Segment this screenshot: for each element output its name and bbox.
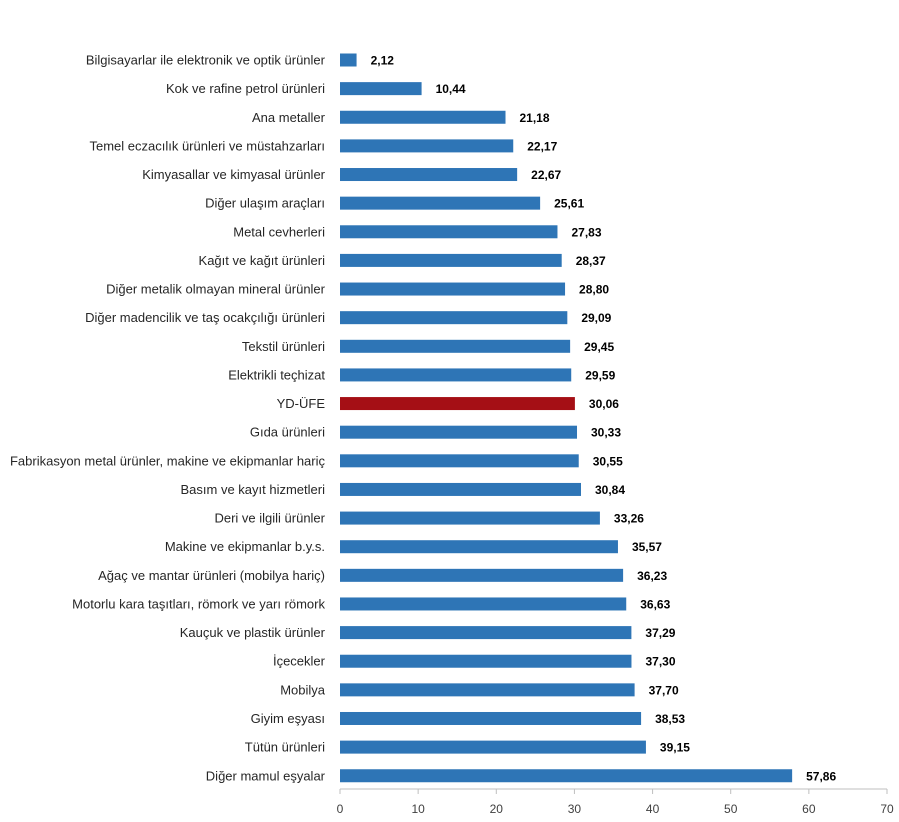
x-tick-label-2: 20: [490, 802, 504, 816]
category-label-9: Diğer madencilik ve taş ocakçılığı ürünl…: [85, 310, 325, 325]
value-label-6: 27,83: [571, 225, 601, 239]
value-label-2: 21,18: [520, 111, 550, 125]
category-label-11: Elektrikli teçhizat: [228, 367, 325, 382]
category-label-7: Kağıt ve kağıt ürünleri: [199, 253, 326, 268]
category-label-21: İçecekler: [273, 654, 326, 669]
value-label-25: 57,86: [806, 769, 836, 783]
bar-24: [340, 740, 646, 754]
x-tick-label-6: 60: [802, 802, 816, 816]
value-label-0: 2,12: [371, 54, 395, 68]
value-label-7: 28,37: [576, 254, 606, 268]
value-label-19: 36,63: [640, 597, 670, 611]
value-label-15: 30,84: [595, 483, 625, 497]
bar-6: [340, 225, 558, 239]
category-label-18: Ağaç ve mantar ürünleri (mobilya hariç): [98, 568, 325, 583]
category-label-13: Gıda ürünleri: [250, 425, 325, 440]
value-label-10: 29,45: [584, 340, 614, 354]
value-label-18: 36,23: [637, 569, 667, 583]
bar-25: [340, 769, 793, 783]
category-label-25: Diğer mamul eşyalar: [206, 768, 326, 783]
bar-21: [340, 654, 632, 668]
x-tick-label-1: 10: [411, 802, 425, 816]
category-label-4: Kimyasallar ve kimyasal ürünler: [142, 167, 325, 182]
category-label-1: Kok ve rafine petrol ürünleri: [166, 81, 325, 96]
value-label-24: 39,15: [660, 741, 690, 755]
category-label-6: Metal cevherleri: [233, 224, 325, 239]
bars-group: [340, 53, 793, 783]
category-label-19: Motorlu kara taşıtları, römork ve yarı r…: [72, 596, 325, 611]
value-label-8: 28,80: [579, 283, 609, 297]
value-label-16: 33,26: [614, 512, 644, 526]
bar-10: [340, 339, 571, 353]
bar-22: [340, 683, 635, 697]
value-label-5: 25,61: [554, 197, 584, 211]
category-label-15: Basım ve kayıt hizmetleri: [181, 482, 326, 497]
x-tick-label-4: 40: [646, 802, 660, 816]
bar-11: [340, 368, 572, 382]
value-label-9: 29,09: [581, 311, 611, 325]
bar-4: [340, 168, 518, 182]
value-label-4: 22,67: [531, 168, 561, 182]
bar-20: [340, 626, 632, 640]
bar-12: [340, 397, 575, 411]
bar-18: [340, 568, 624, 582]
bar-14: [340, 454, 579, 468]
bar-8: [340, 282, 566, 296]
x-tick-label-5: 50: [724, 802, 738, 816]
value-label-11: 29,59: [585, 368, 615, 382]
category-label-2: Ana metaller: [252, 110, 326, 125]
value-label-21: 37,30: [645, 655, 675, 669]
bar-2: [340, 110, 506, 124]
bar-15: [340, 482, 581, 496]
bar-17: [340, 540, 618, 554]
category-label-12: YD-ÜFE: [277, 396, 326, 411]
category-label-3: Temel eczacılık ürünleri ve müstahzarlar…: [89, 138, 325, 153]
bar-16: [340, 511, 600, 525]
category-label-17: Makine ve ekipmanlar b.y.s.: [165, 539, 325, 554]
category-label-10: Tekstil ürünleri: [242, 339, 325, 354]
bar-9: [340, 311, 568, 325]
bar-0: [340, 53, 357, 67]
bar-7: [340, 253, 562, 267]
value-labels-group: 2,12 10,44 21,18 22,17 22,67 25,61 27,83 28,37 2…: [371, 54, 837, 784]
category-label-8: Diğer metalik olmayan mineral ürünler: [106, 282, 326, 297]
value-label-14: 30,55: [593, 454, 623, 468]
bar-19: [340, 597, 627, 611]
category-label-16: Deri ve ilgili ürünler: [214, 511, 325, 526]
value-label-22: 37,70: [649, 683, 679, 697]
category-label-22: Mobilya: [280, 682, 326, 697]
value-label-3: 22,17: [527, 139, 557, 153]
bar-13: [340, 425, 578, 439]
x-axis: 0 10 20 30 40 50 60 70: [337, 788, 894, 816]
bar-1: [340, 82, 422, 96]
x-tick-label-3: 30: [568, 802, 582, 816]
category-labels-group: Bilgisayarlar ile elektronik ve optik ür…: [10, 53, 326, 784]
category-label-14: Fabrikasyon metal ürünler, makine ve eki…: [10, 453, 326, 468]
category-label-24: Tütün ürünleri: [245, 740, 325, 755]
value-label-1: 10,44: [436, 82, 466, 96]
category-label-20: Kauçuk ve plastik ürünler: [180, 625, 326, 640]
value-label-17: 35,57: [632, 540, 662, 554]
value-label-23: 38,53: [655, 712, 685, 726]
value-label-20: 37,29: [645, 626, 675, 640]
category-label-0: Bilgisayarlar ile elektronik ve optik ür…: [86, 53, 326, 68]
value-label-12: 30,06: [589, 397, 619, 411]
bar-23: [340, 711, 642, 725]
category-label-23: Giyim eşyası: [251, 711, 325, 726]
x-tick-label-0: 0: [337, 802, 344, 816]
bar-5: [340, 196, 541, 210]
x-tick-label-7: 70: [880, 802, 894, 816]
value-label-13: 30,33: [591, 426, 621, 440]
category-label-5: Diğer ulaşım araçları: [205, 196, 325, 211]
bar-3: [340, 139, 514, 153]
